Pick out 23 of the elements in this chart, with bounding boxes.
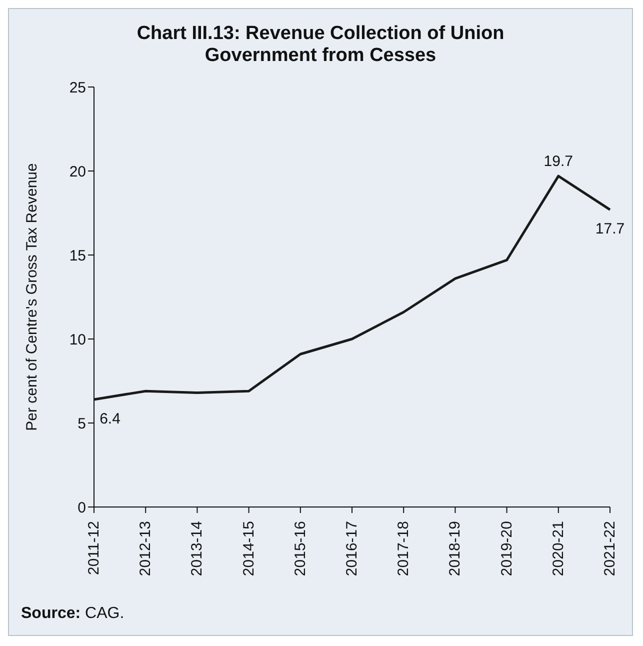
y-tick-label: 5 (78, 415, 86, 432)
x-tick-label: 2021-22 (602, 521, 618, 576)
data-label: 17.7 (595, 220, 625, 238)
x-tick-label: 2019-20 (498, 521, 516, 576)
x-tick-label: 2013-14 (188, 521, 206, 576)
source-note: Source: CAG. (21, 605, 124, 622)
y-tick-label: 10 (69, 331, 86, 348)
x-tick-label: 2017-18 (395, 521, 412, 576)
y-tick-label: 20 (69, 163, 86, 180)
y-axis-title: Per cent of Centre's Gross Tax Revenue (23, 163, 40, 431)
x-tick-label: 2014-15 (240, 521, 258, 576)
data-label: 19.7 (544, 153, 573, 170)
chart-title: Chart III.13: Revenue Collection of Union Government from Cesses (136, 22, 506, 67)
x-tick-label: 2012-13 (137, 521, 154, 576)
x-tick-label: 2018-19 (446, 521, 464, 576)
x-tick-label: 2011-12 (86, 521, 102, 575)
y-tick-label: 25 (69, 79, 86, 96)
x-tick-label: 2020-21 (550, 521, 567, 576)
y-tick-label: 0 (78, 499, 86, 516)
x-tick-label: 2015-16 (292, 521, 309, 576)
y-tick-label: 15 (69, 247, 86, 264)
data-label: 6.4 (100, 410, 120, 428)
x-tick-label: 2016-17 (344, 521, 360, 576)
